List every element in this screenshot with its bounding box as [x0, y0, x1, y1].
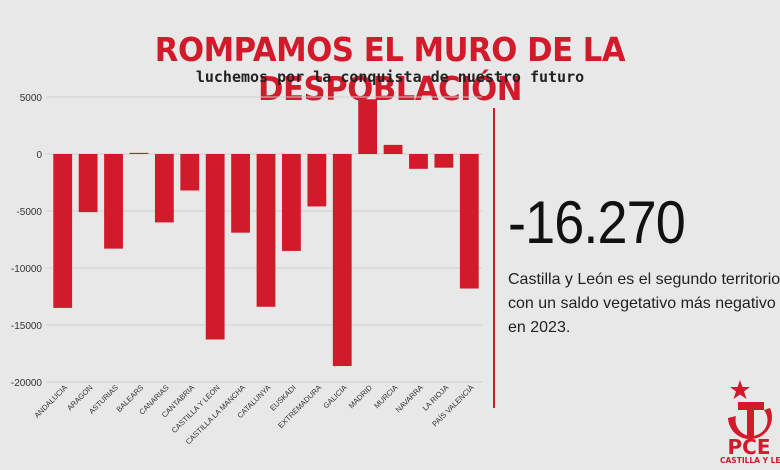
bar	[231, 154, 250, 233]
y-tick-label: 0	[36, 150, 42, 161]
bar	[332, 154, 352, 367]
bar	[104, 154, 123, 249]
logo-text: PCE	[728, 435, 771, 459]
bar	[180, 154, 200, 191]
bar	[205, 154, 225, 340]
page-title: ROMPAMOS EL MURO DE LA DESPOBLACIÓN	[154, 30, 626, 108]
bar	[282, 154, 301, 251]
bar	[434, 154, 454, 168]
x-tick-label: MADRID	[347, 383, 375, 411]
bar	[53, 154, 73, 308]
logo-subtext: CASTILLA Y LEÓN	[720, 456, 780, 465]
pce-logo: PCE	[728, 380, 772, 459]
bar	[358, 99, 378, 154]
star-icon	[730, 380, 750, 399]
highlight-description: Castilla y León es el segundo territorio…	[508, 268, 780, 340]
y-tick-label: -5000	[16, 207, 42, 218]
bar-chart: 50000-5000-10000-15000-20000ANDALUCIAARA…	[11, 93, 482, 446]
x-tick-label: NAVARRA	[394, 383, 425, 414]
bar	[154, 154, 174, 223]
bar	[459, 154, 479, 289]
bar	[383, 144, 403, 154]
bar	[307, 154, 327, 207]
description-line: en 2023.	[508, 319, 571, 336]
sickle-icon	[728, 408, 772, 440]
bar	[409, 154, 428, 169]
x-tick-label: GALICIA	[321, 383, 348, 410]
divider-line	[493, 108, 495, 408]
y-tick-label: -20000	[11, 378, 43, 389]
y-tick-label: -10000	[11, 264, 43, 275]
highlight-value: -16.270	[508, 189, 686, 256]
bar	[129, 152, 149, 154]
y-tick-label: 5000	[20, 93, 43, 104]
y-tick-label: -15000	[11, 321, 43, 332]
bar	[78, 154, 98, 213]
hammer-icon	[738, 402, 764, 410]
description-line: con un saldo vegetativo más negativo	[508, 295, 776, 312]
description-line: Castilla y León es el segundo territorio	[508, 271, 780, 288]
page-subtitle: luchemos por la conquista de nuestro fut…	[195, 68, 585, 86]
bar	[256, 154, 276, 307]
